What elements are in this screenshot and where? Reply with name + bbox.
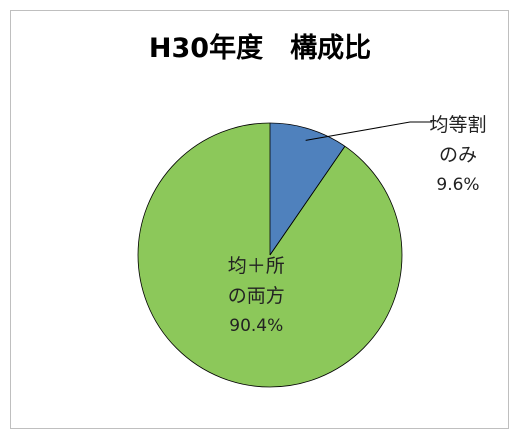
value-label: 9.6%	[436, 175, 480, 195]
slice-border	[269, 146, 346, 256]
category-label: 均等割のみ	[429, 114, 487, 166]
leader-line	[305, 121, 432, 141]
value-label: 90.4%	[229, 316, 284, 337]
data-label: 均等割のみ 9.6%	[426, 110, 490, 200]
data-label: 均＋所の両方 90.4%	[224, 251, 288, 341]
category-label: 均＋所の両方	[227, 255, 285, 308]
pie-slice	[270, 123, 345, 255]
chart-title: H30年度 構成比	[148, 33, 372, 64]
